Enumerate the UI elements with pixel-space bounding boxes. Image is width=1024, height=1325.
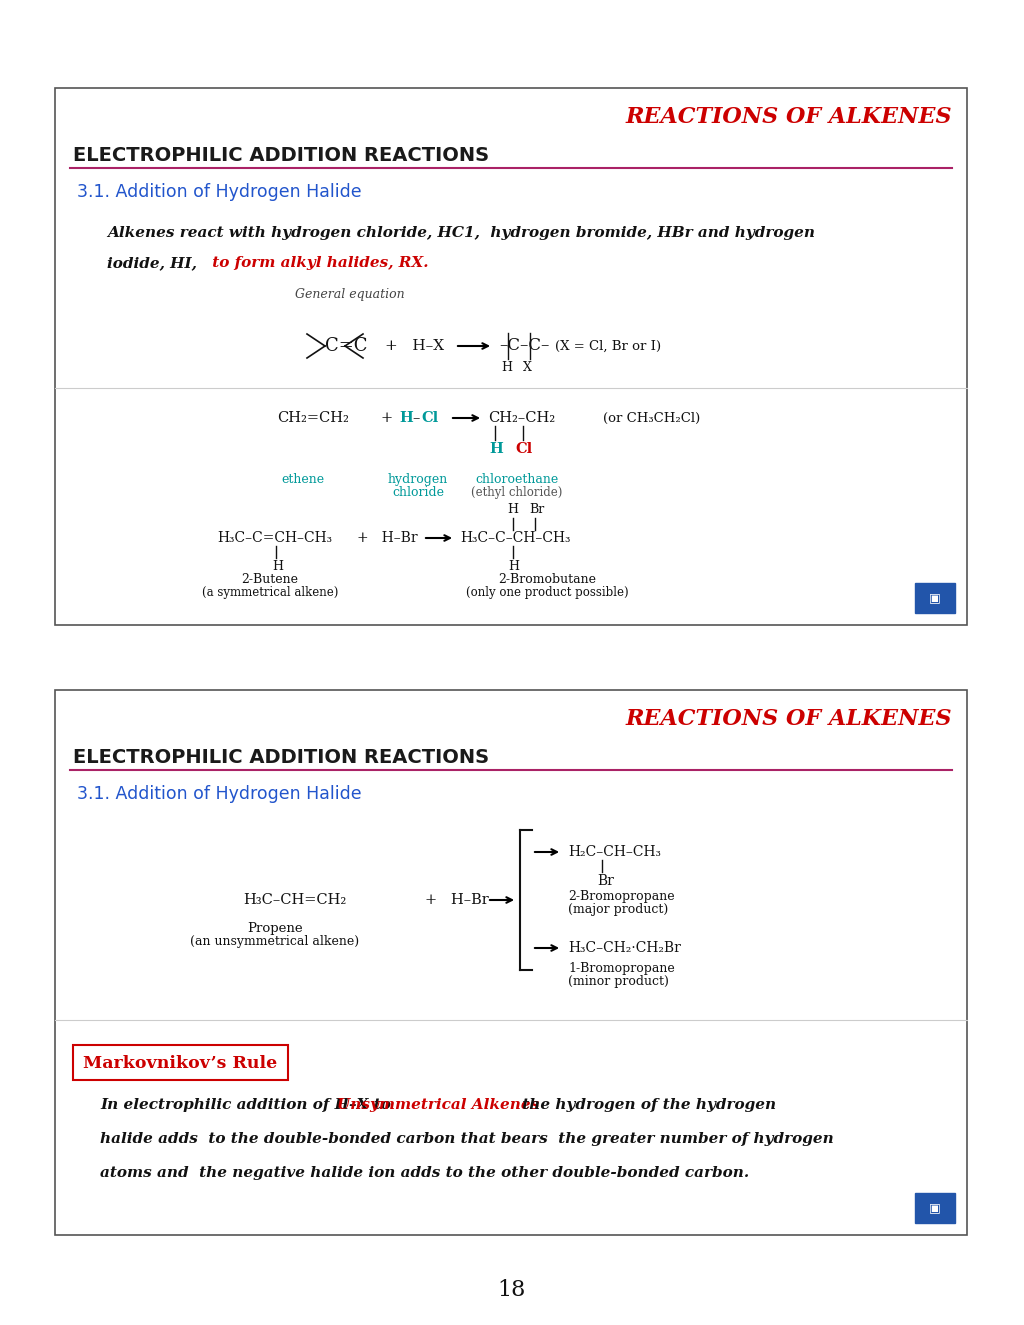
Text: 3.1. Addition of Hydrogen Halide: 3.1. Addition of Hydrogen Halide [77,183,361,201]
Text: 2-Bromopropane: 2-Bromopropane [568,890,675,904]
Text: (major product): (major product) [568,904,669,916]
Text: –C–C–: –C–C– [499,338,549,355]
Text: ELECTROPHILIC ADDITION REACTIONS: ELECTROPHILIC ADDITION REACTIONS [73,146,489,166]
Text: Cl: Cl [515,443,532,456]
Text: Unsymmetrical Alkenes: Unsymmetrical Alkenes [337,1098,540,1112]
Text: iodide, HI,: iodide, HI, [106,256,197,270]
Text: Br: Br [529,504,544,515]
Text: Propene: Propene [247,922,303,935]
Text: CH₂=CH₂: CH₂=CH₂ [278,411,349,425]
Text: ELECTROPHILIC ADDITION REACTIONS: ELECTROPHILIC ADDITION REACTIONS [73,749,489,767]
Bar [73,1045,288,1080]
Text: H₂C–CH–CH₃: H₂C–CH–CH₃ [568,845,662,859]
Text: H: H [272,560,283,572]
Text: 18: 18 [498,1279,526,1301]
Text: (ethyl chloride): (ethyl chloride) [471,486,562,500]
Text: 2-Butene: 2-Butene [242,572,299,586]
Text: H: H [399,411,413,425]
Text: +: + [381,411,393,425]
Text: H: H [501,360,512,374]
Text: H: H [508,560,519,572]
Text: chloride: chloride [392,486,444,500]
Text: (minor product): (minor product) [568,975,669,988]
Text: Br: Br [597,874,613,888]
Text: halide adds  to the double-bonded carbon that bears  the greater number of hydro: halide adds to the double-bonded carbon … [100,1132,834,1146]
Text: 1-Bromopropane: 1-Bromopropane [568,962,675,975]
Text: +   H–Br: + H–Br [425,893,488,908]
Text: Markovnikov’s Rule: Markovnikov’s Rule [83,1055,278,1072]
Text: H₃C–CH=CH₂: H₃C–CH=CH₂ [243,893,346,908]
Text: General equation: General equation [295,288,404,301]
Text: (an unsymmetrical alkene): (an unsymmetrical alkene) [190,935,359,947]
Text: chloroethane: chloroethane [475,473,559,486]
Text: ▣: ▣ [929,1202,941,1215]
Bar [55,690,967,1235]
Bar [55,87,967,625]
Text: H₃C–C–CH–CH₃: H₃C–C–CH–CH₃ [460,531,570,545]
Text: –: – [412,411,420,425]
Text: REACTIONS OF ALKENES: REACTIONS OF ALKENES [626,106,952,129]
Text: Cl: Cl [421,411,438,425]
Text: X: X [523,360,531,374]
Text: +   H–Br: + H–Br [357,531,418,545]
Text: the hydrogen of the hydrogen: the hydrogen of the hydrogen [517,1098,776,1112]
Text: ▣: ▣ [929,591,941,604]
Text: H: H [489,443,503,456]
Text: (X = Cl, Br or I): (X = Cl, Br or I) [555,339,662,352]
Text: H₃C–C=CH–CH₃: H₃C–C=CH–CH₃ [217,531,332,545]
Text: In electrophilic addition of H–X to: In electrophilic addition of H–X to [100,1098,391,1112]
Bar [915,1192,955,1223]
Text: C=C: C=C [325,337,368,355]
Text: +   H–X: + H–X [385,339,444,352]
Text: 2-Bromobutane: 2-Bromobutane [498,572,596,586]
Text: atoms and  the negative halide ion adds to the other double-bonded carbon.: atoms and the negative halide ion adds t… [100,1166,750,1181]
Text: H: H [507,504,518,515]
Text: CH₂–CH₂: CH₂–CH₂ [488,411,555,425]
Text: ethene: ethene [282,473,325,486]
Text: REACTIONS OF ALKENES: REACTIONS OF ALKENES [626,708,952,730]
Text: to form alkyl halides, RX.: to form alkyl halides, RX. [207,256,428,270]
Text: (only one product possible): (only one product possible) [466,586,629,599]
Text: (a symmetrical alkene): (a symmetrical alkene) [202,586,338,599]
Text: (or CH₃CH₂Cl): (or CH₃CH₂Cl) [603,412,700,424]
Text: hydrogen: hydrogen [388,473,449,486]
Text: 3.1. Addition of Hydrogen Halide: 3.1. Addition of Hydrogen Halide [77,784,361,803]
Text: Alkenes react with hydrogen chloride, HC1,  hydrogen bromide, HBr and hydrogen: Alkenes react with hydrogen chloride, HC… [106,227,815,240]
Text: H₃C–CH₂·CH₂Br: H₃C–CH₂·CH₂Br [568,941,681,955]
Bar [915,583,955,613]
